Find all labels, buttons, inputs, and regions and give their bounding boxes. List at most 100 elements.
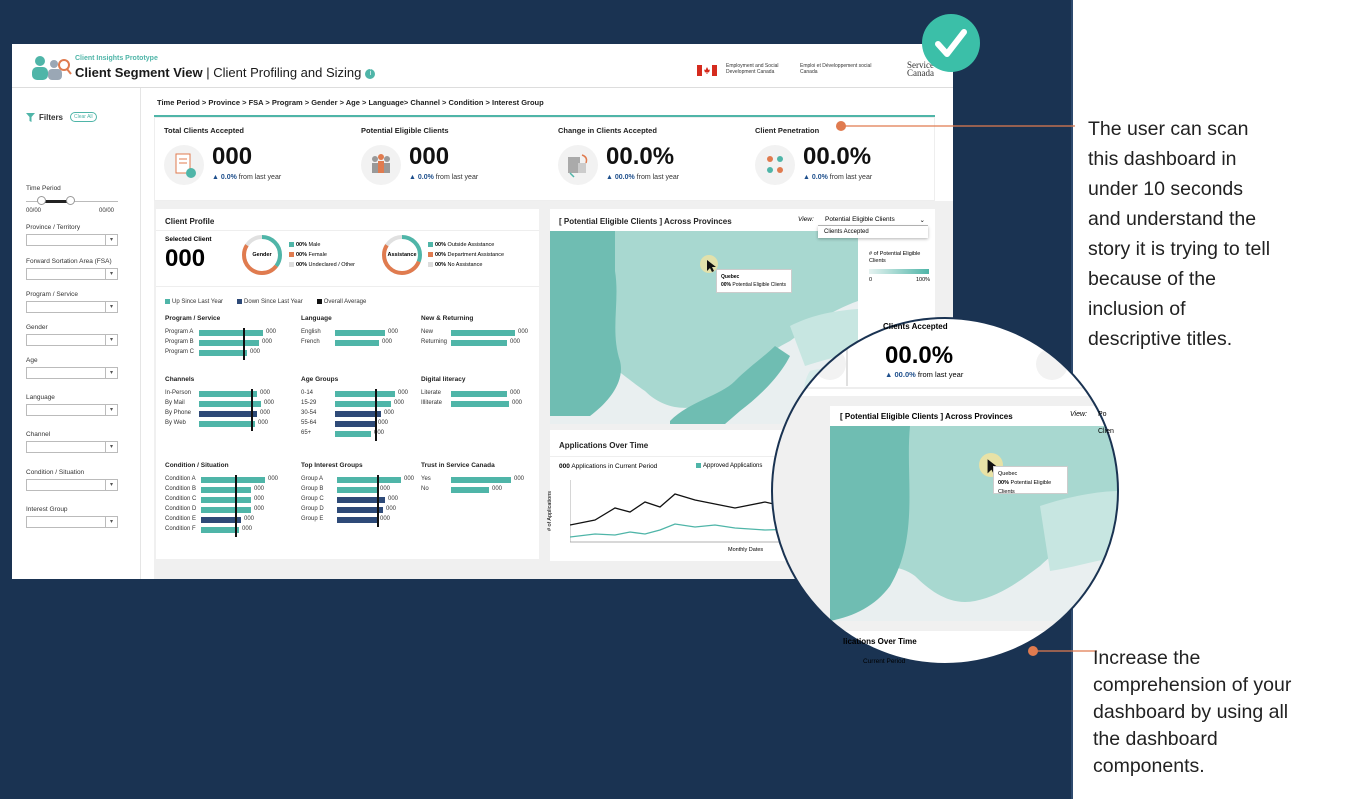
bar[interactable] [451, 330, 515, 336]
applications-legend: Approved Applications [696, 463, 762, 469]
chevron-down-icon: ▾ [105, 442, 117, 452]
time-slider-max-handle[interactable] [66, 196, 75, 205]
bar-legend: Up Since Last Year Down Since Last Year … [165, 299, 366, 305]
bar[interactable] [201, 507, 251, 513]
bar-value: 000 [260, 390, 271, 396]
view-label: View: [798, 216, 814, 223]
bar[interactable] [451, 391, 507, 397]
bar[interactable] [201, 527, 239, 533]
annotation-line: because of the [1088, 268, 1216, 290]
gender-donut[interactable] [240, 233, 284, 277]
view-option[interactable]: Clients Accepted [818, 226, 928, 238]
bar-label: In-Person [165, 390, 192, 396]
bar[interactable] [199, 411, 257, 417]
bar[interactable] [337, 517, 377, 523]
annotation-line: The user can scan [1088, 118, 1249, 140]
bar[interactable] [201, 477, 265, 483]
legend-max: 100% [916, 277, 931, 283]
filter-select[interactable]: ▾ [26, 268, 118, 280]
zoom-apps-title: lications Over Time [843, 637, 917, 646]
count-text: Applications in Current Period [571, 463, 658, 470]
assistance-donut[interactable] [380, 233, 424, 277]
bar[interactable] [201, 487, 251, 493]
bar[interactable] [199, 350, 247, 356]
bar-value: 000 [242, 526, 253, 532]
time-period-label: Time Period [26, 185, 61, 192]
filter-select[interactable]: ▾ [26, 334, 118, 346]
bar[interactable] [337, 497, 385, 503]
clear-all-button[interactable]: Clear All [70, 112, 97, 122]
bar-label: Group A [301, 476, 324, 482]
filter-select[interactable]: ▾ [26, 367, 118, 379]
divider [156, 230, 539, 231]
applications-ylabel: # of Applications [547, 490, 554, 532]
bar[interactable] [451, 487, 489, 493]
time-slider-min-handle[interactable] [37, 196, 46, 205]
zoom-view-select[interactable]: Po [1098, 411, 1107, 418]
bar[interactable] [199, 401, 261, 407]
connector-top [836, 121, 1075, 131]
kpi-card[interactable]: Client Penetration 00.0% ▲ 0.0% from las… [746, 118, 941, 202]
filter-select[interactable]: ▾ [26, 479, 118, 491]
zoom-map-title: [ Potential Eligible Clients ] Across Pr… [840, 412, 1013, 421]
bar-value: 000 [266, 329, 277, 335]
filter-select[interactable]: ▾ [26, 234, 118, 246]
annotation-line: inclusion of [1088, 298, 1186, 320]
kpi-card[interactable]: Potential Eligible Clients 000 ▲ 0.0% fr… [352, 118, 547, 202]
filter-label: Channel [26, 431, 51, 438]
annotation-comprehension: Increase the comprehension of your dashboa… [1093, 645, 1291, 780]
zoom-kpi-title: Clients Accepted [883, 322, 948, 331]
zoom-view-option[interactable]: Clien [1098, 428, 1114, 435]
bar[interactable] [337, 477, 401, 483]
bar-group-title: Digital literacy [421, 376, 466, 383]
check-badge-icon [922, 14, 980, 72]
bar[interactable] [337, 487, 377, 493]
bar[interactable] [451, 477, 511, 483]
info-icon[interactable]: i [365, 68, 376, 79]
bar[interactable] [335, 431, 371, 437]
bar-value: 000 [264, 400, 275, 406]
annotation-line: story it is trying to tell [1088, 238, 1271, 260]
donut-legend-item: 00% Department Assistance [428, 250, 504, 260]
bar[interactable] [335, 421, 375, 427]
bar-value: 000 [244, 516, 255, 522]
bar-group-title: Condition / Situation [165, 462, 229, 469]
title-bold: Client Segment View [75, 65, 203, 80]
bar[interactable] [335, 340, 379, 346]
canada-flag-icon [697, 65, 717, 76]
annotation-line: descriptive titles. [1088, 328, 1233, 350]
bar[interactable] [335, 401, 391, 407]
kpi-card[interactable]: Total Clients Accepted 000 ▲ 0.0% from l… [155, 118, 350, 202]
filter-select[interactable]: ▾ [26, 301, 118, 313]
bar[interactable] [335, 411, 381, 417]
bar[interactable] [201, 497, 251, 503]
bar[interactable] [451, 340, 507, 346]
bar[interactable] [335, 330, 385, 336]
bar[interactable] [201, 517, 241, 523]
bar[interactable] [199, 340, 259, 346]
bar[interactable] [335, 391, 395, 397]
annotation-line: this dashboard in [1088, 148, 1237, 170]
zoom-kpi-delta: ▲ 00.0% from last year [885, 370, 964, 379]
filter-select[interactable]: ▾ [26, 441, 118, 453]
kpi-icon [558, 145, 598, 185]
applications-xlabel: Monthly Dates [728, 547, 764, 553]
chevron-down-icon: ▾ [105, 480, 117, 490]
bar-label: Condition F [165, 526, 196, 532]
applications-chart[interactable] [570, 480, 800, 545]
filters-heading: Filters Clear All [26, 112, 97, 122]
bar-value: 000 [398, 390, 409, 396]
bar[interactable] [337, 507, 383, 513]
filter-select[interactable]: ▾ [26, 516, 118, 528]
bar-value: 000 [510, 390, 521, 396]
bar[interactable] [199, 391, 257, 397]
selected-client-value: 000 [165, 245, 206, 272]
filters-label: Filters [39, 112, 64, 122]
kpi-card[interactable]: Change in Clients Accepted 00.0% ▲ 00.0%… [549, 118, 744, 202]
bar[interactable] [199, 330, 263, 336]
view-select[interactable]: Potential Eligible Clients ⌄ [818, 212, 928, 226]
count-value: 000 [559, 463, 570, 470]
bar[interactable] [199, 421, 255, 427]
bar[interactable] [451, 401, 509, 407]
filter-select[interactable]: ▾ [26, 404, 118, 416]
